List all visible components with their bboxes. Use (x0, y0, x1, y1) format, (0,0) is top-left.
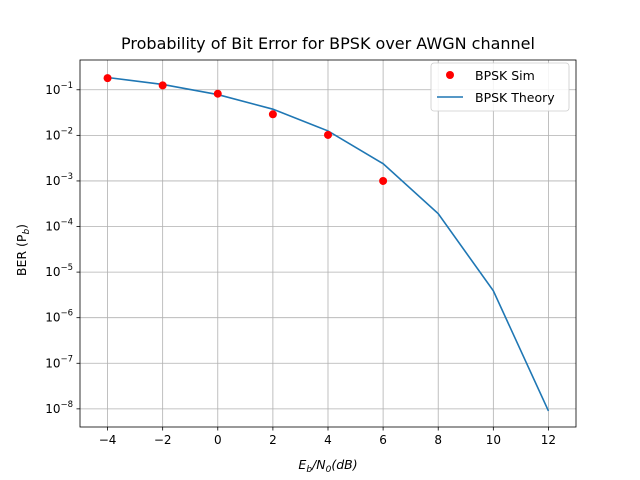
sim-point (379, 176, 388, 185)
chart-title: Probability of Bit Error for BPSK over A… (121, 34, 535, 53)
sim-point (158, 81, 167, 90)
series-layer (103, 74, 550, 412)
tick-marks (76, 89, 549, 431)
sim-point (213, 89, 222, 98)
x-tick-label: −4 (99, 433, 117, 447)
y-tick-label: 10−2 (45, 126, 73, 142)
y-tick-label: 10−1 (45, 81, 73, 97)
x-tick-label: 0 (214, 433, 222, 447)
x-axis-label: Eb/N0(dB) (298, 457, 357, 475)
x-tick-label: −2 (154, 433, 172, 447)
y-axis-label: BER (Pb) (14, 224, 32, 276)
y-axis-label-sub: b (22, 229, 32, 235)
grid-lines (80, 60, 576, 427)
x-tick-label: 6 (379, 433, 387, 447)
x-tick-label: 12 (541, 433, 556, 447)
x-tick-label: 2 (269, 433, 277, 447)
sim-point (324, 130, 332, 139)
x-axis-label-sub2: 0 (326, 465, 332, 475)
y-tick-label: 10−4 (45, 218, 73, 234)
x-axis-label-tail: (dB) (331, 457, 357, 472)
x-axis-label-sub1: b (306, 465, 312, 475)
sim-point (268, 110, 277, 119)
x-tick-labels: −4 −2 0 2 4 6 8 10 12 (99, 433, 556, 447)
legend: BPSK Sim BPSK Theory (430, 62, 570, 112)
y-tick-label: 10−7 (45, 354, 73, 370)
legend-marker-sim (446, 71, 454, 79)
x-tick-label: 8 (434, 433, 442, 447)
legend-label-theory: BPSK Theory (475, 90, 555, 105)
x-tick-label: 10 (486, 433, 501, 447)
y-axis-label-tail: ) (14, 224, 29, 229)
x-axis-label-mid: /N (311, 457, 326, 472)
theory-line (107, 76, 550, 412)
sim-point (103, 74, 112, 83)
x-axis-label-base: E (298, 457, 306, 472)
y-tick-label: 10−6 (45, 309, 73, 325)
legend-label-sim: BPSK Sim (475, 68, 535, 83)
y-axis-label-base: BER (P (14, 234, 29, 276)
x-tick-label: 4 (324, 433, 332, 447)
legend-box (430, 62, 570, 112)
y-tick-label: 10−3 (45, 172, 73, 188)
y-tick-labels: 10−1 10−2 10−3 10−4 10−5 10−6 10−7 10−8 (45, 81, 73, 416)
y-tick-label: 10−5 (45, 263, 73, 279)
y-tick-label: 10−8 (45, 400, 73, 416)
